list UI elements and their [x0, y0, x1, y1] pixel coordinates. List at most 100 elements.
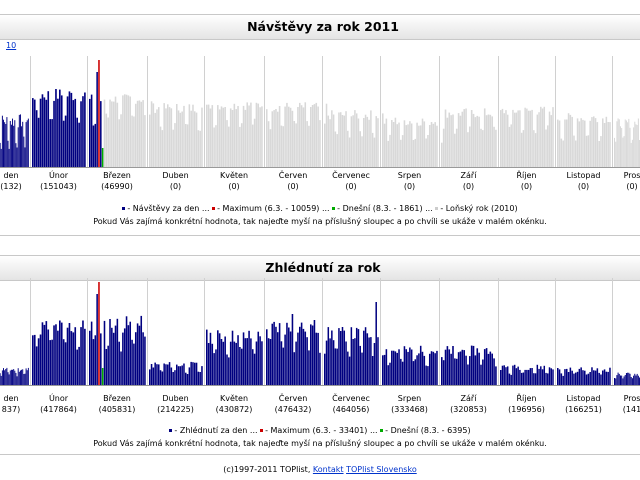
last-year-bar — [206, 104, 208, 168]
last-year-bar — [122, 95, 124, 168]
daily-bar — [172, 372, 174, 386]
last-year-bar — [391, 120, 393, 168]
last-year-bar — [598, 141, 600, 168]
daily-bar — [317, 332, 319, 386]
last-year-bar — [434, 122, 436, 168]
daily-bar — [127, 325, 130, 386]
last-year-bar — [506, 114, 509, 168]
daily-bar — [248, 330, 250, 386]
daily-bar — [27, 118, 29, 168]
daily-bar — [181, 365, 183, 386]
month-total: 837) — [1, 405, 21, 414]
daily-bar — [524, 369, 526, 386]
daily-bar — [302, 328, 305, 386]
daily-bar — [418, 353, 420, 386]
daily-bar — [96, 72, 98, 168]
last-year-bar — [350, 116, 353, 168]
last-year-bar — [405, 125, 408, 168]
daily-bar — [33, 334, 36, 386]
daily-bar — [185, 372, 187, 386]
last-year-bar — [508, 126, 511, 168]
daily-bar — [21, 126, 23, 168]
daily-bar — [382, 355, 384, 386]
daily-bar — [15, 143, 17, 168]
daily-bar — [375, 302, 377, 386]
last-year-bar — [125, 94, 128, 168]
last-year-bar — [176, 104, 178, 168]
daily-bar — [27, 367, 29, 386]
daily-bar — [600, 374, 602, 386]
daily-bar — [430, 351, 433, 386]
last-year-bar — [483, 108, 486, 168]
last-year-bar — [244, 109, 247, 168]
daily-bar — [131, 339, 133, 386]
daily-bar — [605, 371, 608, 386]
month-label: Září (320853) — [441, 393, 497, 415]
month-label: Červenec (0) — [323, 170, 379, 192]
toplist-slovensko-link[interactable]: TOPlist Slovensko — [346, 465, 417, 474]
last-year-bar — [631, 139, 633, 168]
daily-bar — [12, 369, 14, 386]
last-year-bar — [133, 116, 135, 168]
contact-link[interactable]: Kontakt — [312, 465, 344, 474]
last-year-bar — [585, 135, 588, 168]
daily-bar — [485, 348, 488, 386]
month-label: Únor (151043) — [31, 170, 87, 192]
daily-bar — [331, 330, 333, 386]
daily-bar — [584, 370, 586, 386]
daily-bar — [603, 369, 606, 386]
year-2010-link[interactable]: 10 — [6, 41, 17, 50]
last-year-bar — [392, 122, 395, 168]
last-year-bar — [231, 110, 234, 168]
daily-bar — [541, 369, 544, 386]
last-year-bar — [218, 109, 221, 168]
daily-bar — [235, 342, 237, 386]
last-year-bar — [302, 107, 305, 168]
last-year-bar — [266, 109, 268, 168]
last-year-bar — [315, 102, 318, 168]
daily-bar — [558, 369, 561, 386]
last-year-bar — [609, 122, 611, 168]
month-total: (46990) — [101, 182, 133, 191]
daily-bar — [459, 351, 462, 386]
last-year-bar — [120, 114, 122, 168]
last-year-bar — [150, 101, 153, 168]
daily-bar — [23, 136, 25, 168]
last-year-bar — [237, 106, 239, 168]
daily-bar — [183, 363, 185, 386]
last-year-bar — [246, 102, 249, 168]
last-year-bar — [267, 121, 270, 168]
daily-bar — [186, 374, 189, 386]
last-year-bar — [600, 136, 602, 168]
daily-bar — [195, 362, 198, 386]
daily-bar — [495, 366, 497, 386]
daily-bar — [627, 372, 629, 386]
last-year-bar — [242, 105, 245, 168]
red-square-icon — [260, 428, 264, 432]
daily-bar — [26, 120, 28, 168]
daily-bar — [26, 370, 28, 386]
last-year-bar — [587, 135, 590, 168]
daily-bar — [387, 365, 389, 386]
last-year-bar — [582, 119, 584, 168]
daily-bar — [463, 350, 465, 386]
visits-chart-svg — [0, 56, 640, 168]
last-year-bar — [269, 129, 272, 168]
last-year-bar — [552, 107, 554, 168]
daily-bar — [385, 349, 388, 386]
last-year-bar — [628, 118, 630, 168]
month-label: Pros (0) — [604, 170, 640, 192]
daily-bar — [253, 353, 256, 386]
daily-bar — [37, 117, 40, 168]
daily-bar — [22, 121, 24, 168]
last-year-bar — [605, 116, 608, 168]
daily-bar — [350, 327, 353, 386]
last-year-bar — [547, 125, 549, 168]
daily-bar — [66, 96, 69, 168]
daily-bar — [623, 376, 625, 386]
month-name: Pros — [623, 394, 640, 403]
views-hint: Pokud Vás zajímá konkrétní hodnota, tak … — [93, 439, 547, 448]
legend-today: - Dnešní (8.3. - 1861) ... — [332, 204, 433, 213]
daily-bar — [629, 373, 631, 386]
daily-bar — [332, 340, 335, 386]
